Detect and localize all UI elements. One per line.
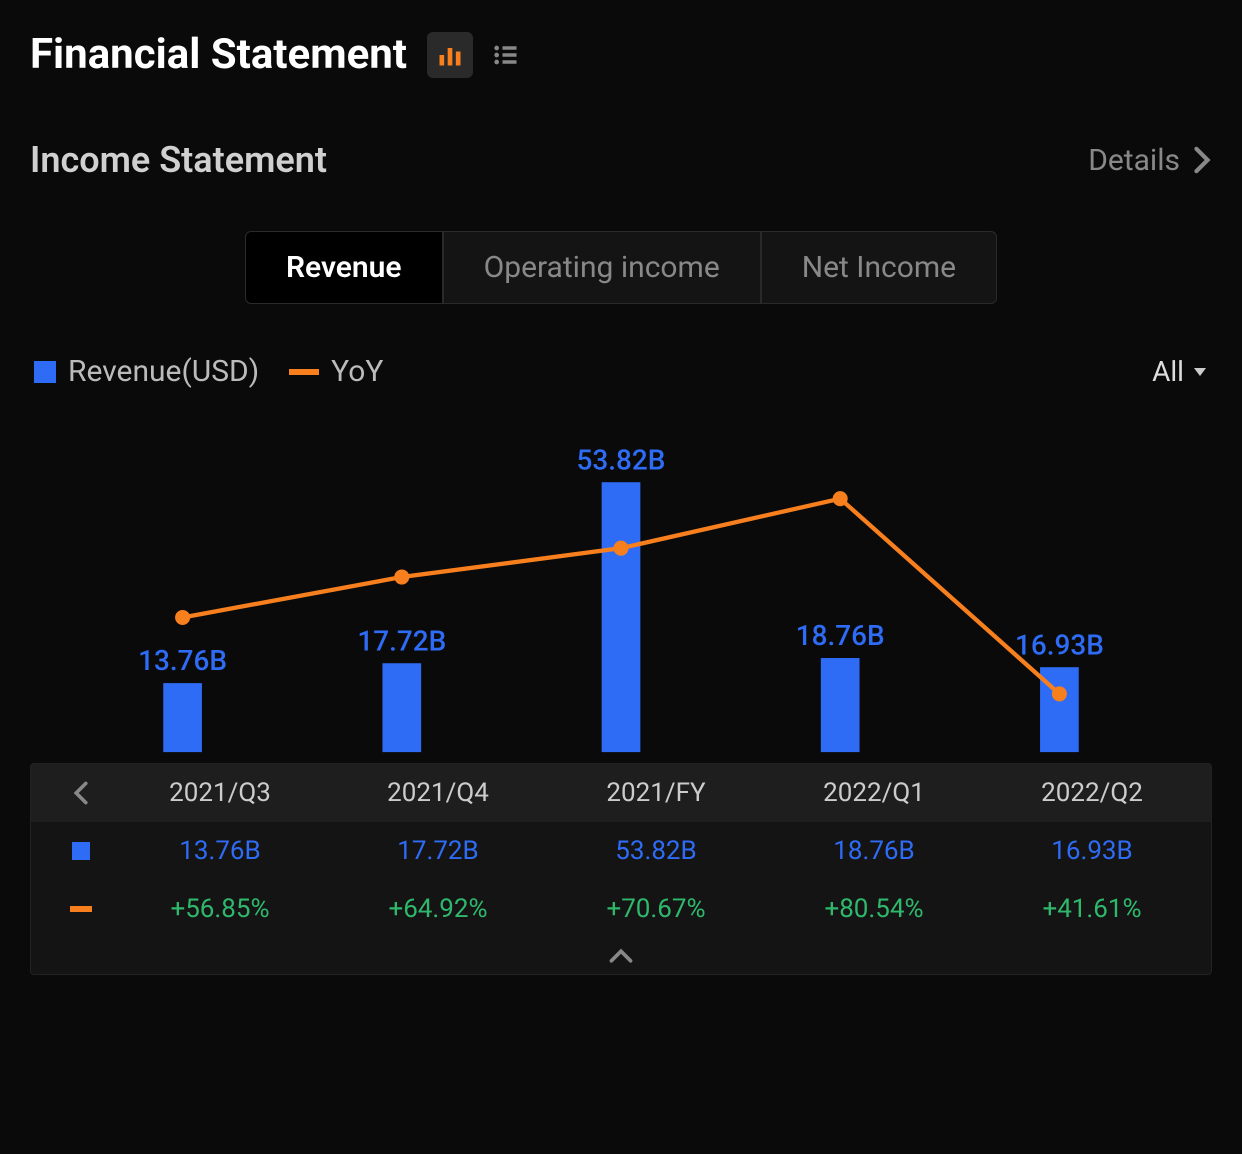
- bar-label: 53.82B: [577, 443, 666, 476]
- row-icon-yoy: [51, 906, 111, 912]
- bar-chart-icon: [436, 41, 464, 69]
- dropdown-label: All: [1152, 355, 1184, 388]
- cell: 53.82B: [547, 836, 765, 866]
- bar-label: 16.93B: [1015, 628, 1104, 661]
- period-dropdown[interactable]: All: [1152, 355, 1208, 388]
- cell: +70.67%: [547, 894, 765, 924]
- section-title: Income Statement: [30, 139, 327, 181]
- list-view-button[interactable]: [483, 32, 529, 78]
- tab-net-income[interactable]: Net Income: [761, 231, 997, 304]
- col-header: 2021/Q4: [329, 778, 547, 808]
- tab-operating-income[interactable]: Operating income: [443, 231, 761, 304]
- row-icon-revenue: [51, 842, 111, 860]
- col-header: 2021/FY: [547, 778, 765, 808]
- chart-container: 13.76B 17.72B 53.82B 18.76B 16.93B: [30, 419, 1212, 763]
- legend-label-yoy: YoY: [331, 354, 383, 389]
- cell: 17.72B: [329, 836, 547, 866]
- metric-tabs: Revenue Operating income Net Income: [30, 231, 1212, 304]
- col-header: 2022/Q1: [765, 778, 983, 808]
- cell: +80.54%: [765, 894, 983, 924]
- yoy-marker: [613, 541, 628, 556]
- legend-items: Revenue(USD) YoY: [34, 354, 401, 389]
- view-toggle: [427, 32, 529, 78]
- chevron-up-icon: [609, 948, 633, 964]
- cell: 16.93B: [983, 836, 1201, 866]
- legend-swatch-yoy: [289, 369, 319, 375]
- cell: +56.85%: [111, 894, 329, 924]
- revenue-chart: 13.76B 17.72B 53.82B 18.76B 16.93B: [30, 419, 1212, 763]
- tab-revenue[interactable]: Revenue: [245, 231, 443, 304]
- bar: [602, 482, 641, 752]
- chevron-right-icon: [1192, 146, 1212, 174]
- bar: [821, 658, 860, 752]
- bar-label: 17.72B: [357, 624, 446, 657]
- table-row-revenue: 13.76B 17.72B 53.82B 18.76B 16.93B: [31, 822, 1211, 880]
- details-link[interactable]: Details: [1088, 143, 1212, 178]
- page-title: Financial Statement: [30, 30, 407, 79]
- cell: 13.76B: [111, 836, 329, 866]
- chart-view-button[interactable]: [427, 32, 473, 78]
- data-table: 2021/Q3 2021/Q4 2021/FY 2022/Q1 2022/Q2 …: [30, 763, 1212, 975]
- legend-swatch-revenue: [34, 361, 56, 383]
- cell: +41.61%: [983, 894, 1201, 924]
- col-header: 2022/Q2: [983, 778, 1201, 808]
- legend-label-revenue: Revenue(USD): [68, 354, 259, 389]
- bar-label: 18.76B: [796, 619, 885, 652]
- col-header: 2021/Q3: [111, 778, 329, 808]
- collapse-button[interactable]: [31, 938, 1211, 974]
- prev-period-button[interactable]: [51, 781, 111, 805]
- bar: [163, 683, 202, 752]
- header: Financial Statement: [30, 30, 1212, 79]
- yoy-marker: [833, 491, 848, 506]
- bar: [382, 663, 421, 752]
- yoy-marker: [1052, 686, 1067, 701]
- cell: 18.76B: [765, 836, 983, 866]
- table-header-row: 2021/Q3 2021/Q4 2021/FY 2022/Q1 2022/Q2: [31, 764, 1211, 822]
- cell: +64.92%: [329, 894, 547, 924]
- chevron-left-icon: [73, 781, 89, 805]
- yoy-marker: [394, 569, 409, 584]
- table-row-yoy: +56.85% +64.92% +70.67% +80.54% +41.61%: [31, 880, 1211, 938]
- bar-label: 13.76B: [138, 644, 227, 677]
- details-label: Details: [1088, 143, 1180, 178]
- list-icon: [492, 41, 520, 69]
- legend-row: Revenue(USD) YoY All: [30, 354, 1212, 389]
- yoy-marker: [175, 610, 190, 625]
- subheader: Income Statement Details: [30, 139, 1212, 181]
- caret-down-icon: [1192, 366, 1208, 378]
